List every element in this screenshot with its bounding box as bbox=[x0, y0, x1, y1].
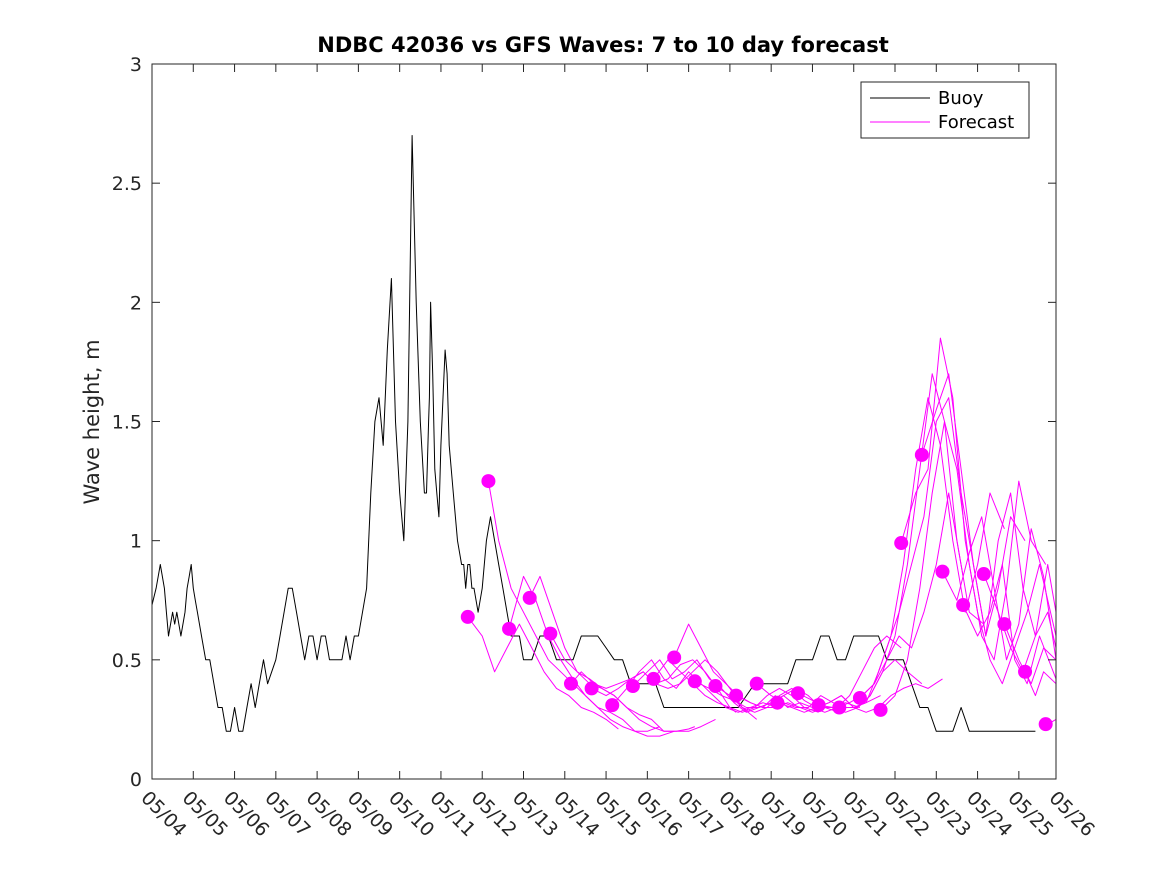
forecast-series-line bbox=[1003, 623, 1056, 685]
forecast-marker bbox=[667, 650, 682, 665]
x-tick-label: 05/20 bbox=[797, 787, 851, 841]
forecast-marker bbox=[708, 679, 723, 694]
x-tick-label: 05/04 bbox=[136, 787, 190, 841]
forecast-marker bbox=[605, 698, 620, 713]
forecast-marker bbox=[894, 536, 909, 551]
x-tick-label: 05/13 bbox=[508, 787, 562, 841]
x-tick-label: 05/11 bbox=[425, 787, 479, 841]
forecast-marker bbox=[625, 679, 640, 694]
x-tick-label: 05/17 bbox=[673, 787, 727, 841]
forecast-marker bbox=[522, 590, 537, 605]
forecast-series-line bbox=[797, 492, 964, 708]
forecast-series-line bbox=[653, 659, 819, 713]
forecast-marker bbox=[832, 700, 847, 715]
forecast-marker bbox=[687, 674, 702, 689]
y-tick-label: 2 bbox=[130, 292, 142, 314]
x-tick-label: 05/18 bbox=[714, 787, 768, 841]
forecast-series-line bbox=[962, 564, 1056, 685]
forecast-marker bbox=[563, 676, 578, 691]
forecast-series-line bbox=[673, 623, 840, 713]
y-tick-label: 0.5 bbox=[112, 650, 142, 672]
y-axis-label: Wave height, m bbox=[80, 339, 104, 504]
x-tick-label: 05/10 bbox=[384, 787, 438, 841]
y-tick-label: 0 bbox=[130, 769, 142, 791]
forecast-marker bbox=[543, 626, 558, 641]
forecast-marker bbox=[481, 474, 496, 489]
forecast-marker bbox=[646, 671, 661, 686]
chart-title: NDBC 42036 vs GFS Waves: 7 to 10 day for… bbox=[317, 33, 888, 57]
forecast-marker bbox=[997, 617, 1012, 632]
forecast-series-line bbox=[859, 397, 1026, 699]
forecast-marker bbox=[935, 564, 950, 579]
x-tick-label: 05/16 bbox=[632, 787, 686, 841]
buoy-series-line bbox=[152, 135, 1036, 732]
forecast-series-line bbox=[839, 397, 1005, 708]
legend-forecast-label: Forecast bbox=[938, 112, 1014, 133]
x-tick-label: 05/12 bbox=[467, 787, 521, 841]
legend-box bbox=[860, 81, 1030, 139]
x-tick-label: 05/24 bbox=[962, 787, 1016, 841]
x-tick-label: 05/25 bbox=[1003, 787, 1057, 841]
legend-buoy-label: Buoy bbox=[938, 88, 984, 109]
forecast-marker bbox=[791, 686, 806, 701]
forecast-marker bbox=[460, 609, 475, 624]
forecast-marker bbox=[956, 598, 971, 613]
plot-area bbox=[152, 135, 1056, 737]
forecast-marker bbox=[749, 676, 764, 691]
forecast-marker bbox=[584, 681, 599, 696]
forecast-series-line bbox=[900, 337, 1056, 685]
x-tick-label: 05/07 bbox=[260, 787, 314, 841]
plot-frame bbox=[151, 63, 1057, 780]
x-tick-label: 05/22 bbox=[879, 787, 933, 841]
forecast-series-line bbox=[921, 373, 1056, 637]
forecast-marker bbox=[914, 447, 929, 462]
forecast-series-line bbox=[508, 575, 675, 737]
forecast-series-line bbox=[467, 616, 619, 730]
forecast-marker bbox=[502, 621, 517, 636]
x-tick-label: 05/21 bbox=[838, 787, 892, 841]
forecast-series-line bbox=[818, 373, 985, 713]
forecast-marker bbox=[811, 698, 826, 713]
y-tick-label: 3 bbox=[130, 54, 142, 76]
y-tick-label: 1 bbox=[130, 531, 142, 553]
forecast-marker bbox=[729, 688, 744, 703]
x-tick-label: 05/08 bbox=[302, 787, 356, 841]
y-tick-label: 2.5 bbox=[112, 173, 142, 195]
x-tick-label: 05/23 bbox=[921, 787, 975, 841]
forecast-marker bbox=[1038, 717, 1053, 732]
forecast-marker bbox=[770, 695, 785, 710]
forecast-marker bbox=[976, 567, 991, 582]
forecast-series-line bbox=[1024, 671, 1056, 697]
x-tick-label: 05/15 bbox=[591, 787, 645, 841]
x-tick-label: 05/05 bbox=[178, 787, 232, 841]
forecast-marker bbox=[1018, 664, 1033, 679]
forecast-series-line bbox=[487, 481, 660, 732]
legend: Buoy Forecast bbox=[860, 81, 1030, 139]
x-tick-label: 05/19 bbox=[756, 787, 810, 841]
x-tick-label: 05/09 bbox=[343, 787, 397, 841]
forecast-marker bbox=[873, 702, 888, 717]
y-tick-label: 1.5 bbox=[112, 412, 142, 434]
x-tick-label: 05/26 bbox=[1045, 787, 1099, 841]
x-tick-label: 05/06 bbox=[219, 787, 273, 841]
forecast-series-line bbox=[777, 678, 943, 713]
x-tick-label: 05/14 bbox=[549, 787, 603, 841]
forecast-marker bbox=[852, 690, 867, 705]
